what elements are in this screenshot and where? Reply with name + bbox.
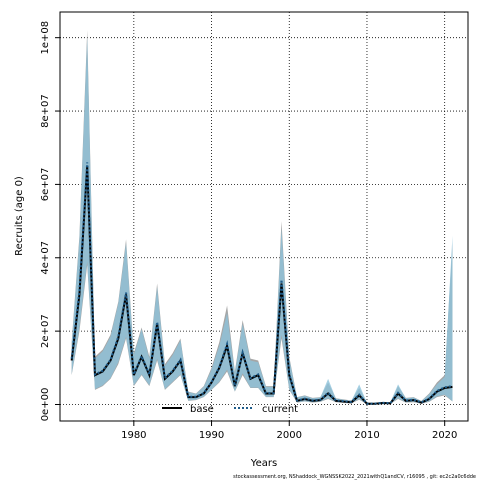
y-axis-label: Recruits (age 0)	[14, 176, 25, 256]
x-axis-label: Years	[250, 458, 277, 469]
y-tick-label: 6e+07	[40, 168, 51, 202]
grid	[60, 12, 468, 421]
y-tick-label: 8e+07	[40, 94, 51, 128]
axes: 1980 1990 2000 2010 2020 0e+00 2e+07 4e+07 6e+07…	[40, 21, 457, 441]
x-tick-label: 1980	[121, 430, 146, 441]
x-tick-label: 2020	[432, 430, 457, 441]
legend-label-current: current	[262, 404, 298, 415]
series-line-current	[70, 162, 453, 405]
x-tick-label: 2010	[354, 430, 379, 441]
legend-label-base: base	[190, 404, 214, 415]
y-tick-label: 1e+08	[40, 21, 51, 55]
ci-band-current	[71, 37, 453, 404]
y-tick-label: 4e+07	[40, 241, 51, 275]
legend: base current	[162, 404, 298, 415]
confidence-bands	[71, 30, 453, 405]
x-tick-label: 1990	[199, 430, 224, 441]
footnote: stockassessment.org, NShaddock_WGNSSK202…	[233, 474, 476, 480]
series-lines	[70, 162, 453, 405]
y-tick-label: 0e+00	[40, 388, 51, 422]
plot-frame	[59, 11, 469, 422]
x-tick-label: 2000	[277, 430, 302, 441]
y-tick-label: 2e+07	[40, 314, 51, 348]
